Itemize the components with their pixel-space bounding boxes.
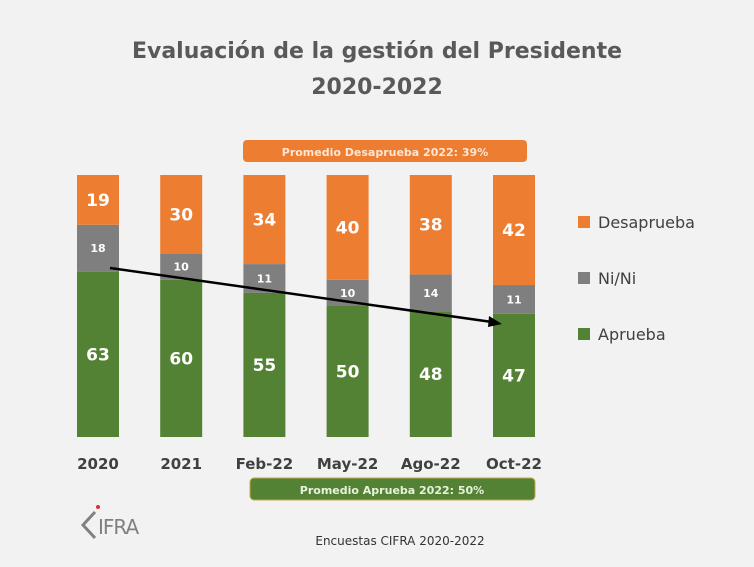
data-label: 55	[253, 356, 277, 376]
desaprueba-average-box	[243, 140, 527, 162]
bar-desaprueba-May-22	[326, 175, 369, 280]
x-tick-label: Feb-22	[236, 455, 294, 473]
legend-label: Desaprueba	[598, 213, 695, 232]
bar-aprueba-Feb-22	[243, 292, 286, 437]
source-label: Encuestas CIFRA 2020-2022	[315, 534, 484, 548]
data-label: 34	[253, 210, 277, 230]
aprueba-average-label: Promedio Aprueba 2022: 50%	[300, 484, 484, 497]
svg-text:IFRA: IFRA	[98, 515, 139, 539]
data-label: 10	[174, 261, 190, 274]
x-tick-label: 2020	[77, 455, 119, 473]
data-label: 63	[86, 345, 110, 365]
legend-label: Aprueba	[598, 325, 666, 344]
bar-nini-Ago-22	[409, 274, 452, 312]
data-label: 14	[423, 287, 439, 300]
bar-aprueba-May-22	[326, 306, 369, 437]
bar-nini-2020	[77, 224, 119, 272]
data-label: 19	[86, 191, 110, 211]
data-label: 11	[257, 272, 272, 285]
aprueba-average-box	[249, 477, 536, 501]
chart-title: Evaluación de la gestión del Presidente	[132, 39, 622, 64]
data-label: 30	[169, 205, 193, 225]
bar-desaprueba-2021	[160, 175, 203, 254]
trend-arrow-head	[488, 316, 502, 327]
desaprueba-average-label: Promedio Desaprueba 2022: 39%	[282, 146, 488, 159]
legend-swatch	[578, 328, 590, 340]
legend-swatch	[578, 216, 590, 228]
data-label: 38	[419, 216, 443, 236]
legend-label: Ni/Ni	[598, 269, 636, 288]
data-label: 48	[419, 365, 443, 385]
bar-desaprueba-2020	[77, 175, 119, 225]
data-label: 47	[502, 366, 526, 386]
x-tick-label: May-22	[317, 455, 378, 473]
bar-aprueba-Oct-22	[493, 313, 535, 437]
x-tick-label: Ago-22	[401, 455, 461, 473]
data-label: 10	[340, 287, 356, 300]
data-label: 40	[336, 218, 360, 238]
bar-desaprueba-Ago-22	[409, 175, 452, 275]
chart-subtitle: 2020-2022	[311, 75, 443, 100]
x-tick-label: 2021	[160, 455, 202, 473]
legend-swatch	[578, 272, 590, 284]
cifra-logo: IFRA	[80, 505, 140, 540]
data-label: 50	[336, 362, 360, 382]
bar-nini-Oct-22	[493, 285, 535, 314]
bar-desaprueba-Oct-22	[493, 175, 535, 286]
data-label: 42	[502, 221, 526, 241]
x-tick-label: Oct-22	[486, 455, 542, 473]
data-label: 60	[169, 349, 193, 369]
data-label: 18	[90, 242, 105, 255]
bar-desaprueba-Feb-22	[243, 175, 286, 265]
data-label: 11	[506, 293, 521, 306]
bar-aprueba-Ago-22	[409, 311, 452, 437]
bar-aprueba-2020	[77, 271, 119, 437]
trend-arrow-line	[109, 266, 493, 324]
bar-aprueba-2021	[160, 279, 203, 437]
